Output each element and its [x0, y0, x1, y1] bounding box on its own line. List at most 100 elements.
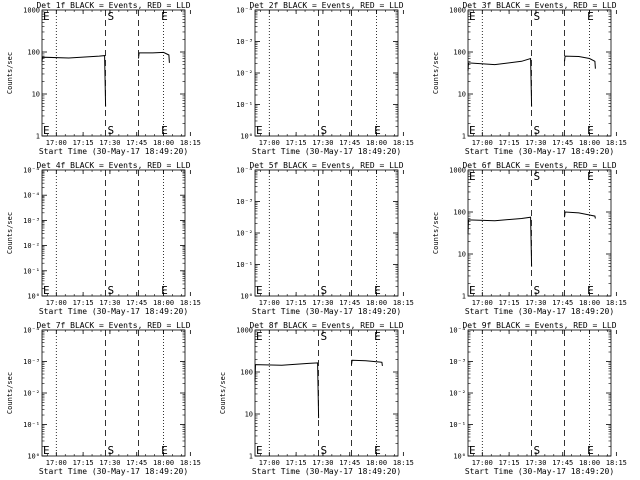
chart-title: Det 9f BLACK = Events, RED = LLD — [462, 321, 616, 330]
y-tick-label: 10⁻⁴ — [23, 192, 40, 200]
x-tick-label: 17:00 — [46, 459, 67, 467]
y-tick-label: 10⁻¹ — [23, 267, 40, 275]
x-tick-label: 17:45 — [552, 299, 573, 307]
y-tick-label: 10⁻⁴ — [236, 167, 253, 175]
x-tick-label: 17:45 — [339, 139, 360, 147]
chart-title: Det 4f BLACK = Events, RED = LLD — [36, 161, 190, 170]
interval-marker-bottom: S — [534, 124, 541, 137]
chart-panel-7: Det 7f BLACK = Events, RED = LLD 10⁰ 10⁻¹ 1… — [6, 321, 201, 476]
interval-marker-top: E — [587, 170, 594, 183]
events-series-line — [41, 55, 107, 107]
y-axis-label: Counts/sec — [6, 212, 14, 254]
x-tick-label: 17:15 — [286, 139, 307, 147]
interval-marker-top: E — [469, 10, 476, 23]
y-tick-label: 10⁻¹ — [449, 421, 466, 429]
x-tick-label: 17:00 — [46, 139, 67, 147]
x-tick-label: 17:15 — [73, 459, 94, 467]
chart-title: Det 7f BLACK = Events, RED = LLD — [36, 321, 190, 330]
chart-title: Det 6f BLACK = Events, RED = LLD — [462, 161, 616, 170]
x-tick-label: 18:15 — [393, 459, 414, 467]
interval-marker-top: E — [161, 10, 168, 23]
interval-marker-bottom: E — [374, 444, 381, 457]
x-axis-label: Start Time (30-May-17 18:49:20) — [39, 147, 188, 156]
events-series-line — [467, 216, 533, 267]
y-tick-label: 10⁻¹ — [23, 421, 40, 429]
x-tick-label: 17:30 — [525, 299, 546, 307]
x-tick-label: 17:15 — [73, 299, 94, 307]
x-tick-label: 17:45 — [339, 459, 360, 467]
interval-marker-top: E — [469, 170, 476, 183]
events-series-line — [467, 57, 533, 107]
y-axis-label: Counts/sec — [219, 372, 227, 414]
x-tick-label: 17:15 — [499, 459, 520, 467]
chart-title: Det 8f BLACK = Events, RED = LLD — [249, 321, 403, 330]
x-tick-label: 18:15 — [606, 459, 627, 467]
x-tick-label: 17:00 — [46, 299, 67, 307]
chart-title: Det 1f BLACK = Events, RED = LLD — [36, 1, 190, 10]
x-axis-label: Start Time (30-May-17 18:49:20) — [252, 467, 401, 476]
x-tick-label: 17:45 — [552, 459, 573, 467]
x-tick-label: 17:30 — [99, 299, 120, 307]
chart-panel-4: Det 4f BLACK = Events, RED = LLD 10⁰ 10⁻¹ 1… — [6, 161, 201, 316]
y-tick-label: 10⁰ — [240, 133, 253, 141]
x-axis-label: Start Time (30-May-17 18:49:20) — [39, 467, 188, 476]
events-series-line — [564, 211, 596, 219]
x-tick-label: 17:30 — [525, 139, 546, 147]
interval-marker-bottom: E — [374, 124, 381, 137]
y-tick-label: 10 — [458, 91, 466, 99]
interval-marker-bottom: E — [43, 124, 50, 137]
x-tick-label: 17:00 — [472, 139, 493, 147]
plot-frame — [41, 169, 186, 297]
y-tick-label: 10⁻⁴ — [449, 327, 466, 335]
x-tick-label: 18:15 — [393, 139, 414, 147]
chart-title: Det 2f BLACK = Events, RED = LLD — [249, 1, 403, 10]
interval-marker-bottom: E — [587, 284, 594, 297]
y-axis-label: Counts/sec — [432, 52, 440, 94]
x-tick-label: 17:30 — [525, 459, 546, 467]
y-tick-label: 10⁻³ — [236, 38, 253, 46]
x-tick-label: 18:15 — [393, 299, 414, 307]
interval-marker-top: E — [587, 10, 594, 23]
interval-marker-bottom: E — [469, 124, 476, 137]
y-tick-label: 10⁻¹ — [236, 261, 253, 269]
y-tick-label: 10⁻³ — [236, 198, 253, 206]
x-tick-label: 18:00 — [153, 459, 174, 467]
x-tick-label: 18:00 — [579, 459, 600, 467]
x-tick-label: 17:45 — [552, 139, 573, 147]
x-axis-label: Start Time (30-May-17 18:49:20) — [252, 147, 401, 156]
y-tick-label: 1000 — [449, 7, 466, 15]
interval-marker-bottom: E — [469, 284, 476, 297]
chart-panel-6: Det 6f BLACK = Events, RED = LLD 1 10 100 10… — [432, 161, 627, 316]
plot-frame — [254, 329, 399, 457]
plot-frame — [467, 9, 612, 137]
interval-marker-bottom: S — [534, 284, 541, 297]
x-tick-label: 18:00 — [153, 299, 174, 307]
y-tick-label: 100 — [240, 369, 253, 377]
x-axis-label: Start Time (30-May-17 18:49:20) — [465, 307, 614, 316]
x-tick-label: 17:30 — [312, 139, 333, 147]
interval-marker-bottom: E — [256, 284, 263, 297]
y-tick-label: 10 — [32, 91, 40, 99]
interval-marker-bottom: S — [321, 124, 328, 137]
y-tick-label: 10⁻² — [236, 230, 253, 238]
x-tick-label: 17:30 — [99, 139, 120, 147]
y-tick-label: 10⁻³ — [23, 358, 40, 366]
x-tick-label: 18:00 — [366, 139, 387, 147]
plot-frame — [41, 9, 186, 137]
y-tick-label: 10⁰ — [453, 453, 466, 461]
y-tick-label: 1 — [462, 133, 466, 141]
y-tick-label: 10 — [245, 411, 253, 419]
interval-marker-bottom: E — [161, 124, 168, 137]
x-axis-label: Start Time (30-May-17 18:49:20) — [252, 307, 401, 316]
x-tick-label: 18:15 — [606, 299, 627, 307]
x-tick-label: 17:00 — [259, 139, 280, 147]
x-tick-label: 17:15 — [499, 139, 520, 147]
x-tick-label: 17:30 — [312, 299, 333, 307]
y-tick-label: 10 — [458, 251, 466, 259]
events-series-line — [138, 51, 170, 63]
x-tick-label: 17:45 — [126, 139, 147, 147]
x-tick-label: 17:45 — [126, 299, 147, 307]
interval-marker-bottom: S — [108, 444, 115, 457]
y-tick-label: 1000 — [236, 327, 253, 335]
